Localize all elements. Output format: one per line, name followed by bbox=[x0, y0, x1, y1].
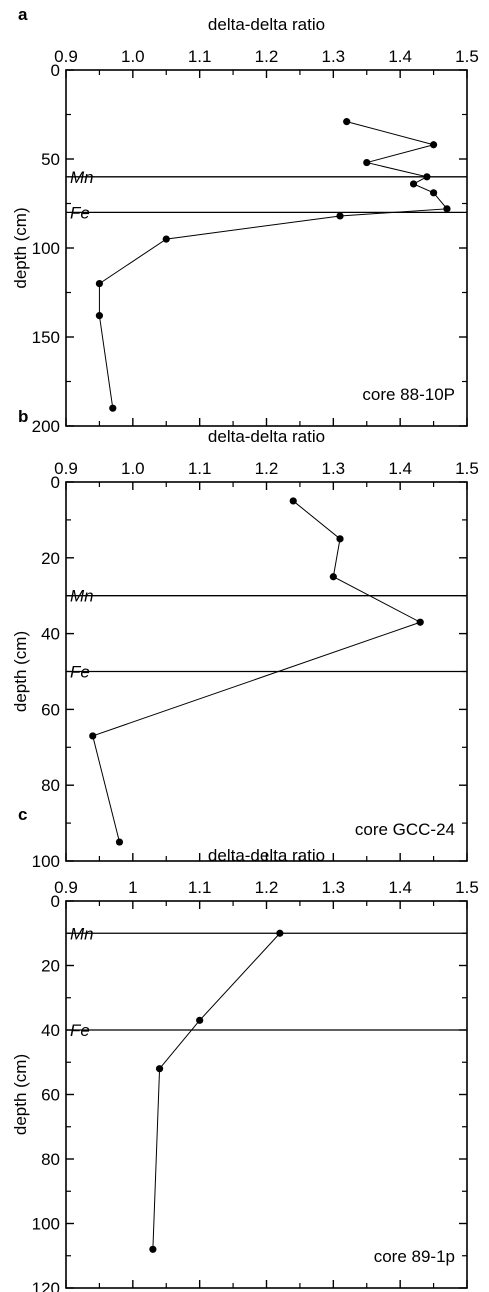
plot-frame bbox=[65, 69, 468, 427]
x-tick-label: 1.3 bbox=[322, 459, 346, 478]
y-tick-label: 100 bbox=[32, 1215, 60, 1234]
x-tick-label: 1.0 bbox=[121, 47, 145, 66]
x-tick-label: 1.0 bbox=[121, 459, 145, 478]
x-tick-label: 1.1 bbox=[188, 878, 212, 897]
x-tick-label: 1.3 bbox=[322, 47, 346, 66]
y-tick-label: 20 bbox=[41, 549, 60, 568]
core-annotation: core 88-10P bbox=[362, 385, 455, 404]
x-tick-label: 1 bbox=[128, 878, 137, 897]
data-point bbox=[276, 929, 284, 937]
chart-panel-c: c delta-delta ratio depth (cm) 0.9 1 1.1 1.2 1.… bbox=[11, 805, 479, 1292]
y-tick-label: 200 bbox=[32, 417, 60, 436]
series-line bbox=[98, 121, 448, 409]
reference-line-label: Fe bbox=[70, 203, 90, 222]
y-tick-label: 60 bbox=[41, 1086, 60, 1105]
y-tick-label: 0 bbox=[51, 61, 60, 80]
data-point bbox=[343, 118, 351, 126]
data-point bbox=[363, 158, 371, 167]
data-point bbox=[423, 173, 431, 181]
y-tick-label: 100 bbox=[32, 852, 60, 871]
x-tick-label: 1.3 bbox=[322, 878, 346, 897]
y-tick-label: 40 bbox=[41, 625, 60, 644]
data-point bbox=[443, 205, 451, 213]
y-tick-label: 20 bbox=[41, 957, 60, 976]
data-point bbox=[162, 235, 170, 243]
plot-frame bbox=[65, 900, 468, 1289]
x-axis-title: delta-delta ratio bbox=[208, 427, 325, 446]
x-tick-label: 0.9 bbox=[54, 459, 78, 478]
x-tick-label: 1.5 bbox=[455, 459, 479, 478]
chart-panel-b: b delta-delta ratio depth (cm) 0.9 1.0 1.1 1.2… bbox=[11, 407, 479, 871]
data-point bbox=[289, 497, 297, 505]
y-tick-label: 60 bbox=[41, 700, 60, 719]
data-point bbox=[409, 180, 418, 188]
series-line bbox=[152, 932, 281, 1250]
y-tick-label: 80 bbox=[41, 776, 60, 795]
data-point bbox=[95, 312, 104, 320]
core-annotation: core GCC-24 bbox=[355, 820, 455, 839]
x-tick-label: 1.5 bbox=[455, 878, 479, 897]
x-tick-label: 1.5 bbox=[455, 47, 479, 66]
x-tick-label: 1.2 bbox=[255, 47, 279, 66]
data-point bbox=[416, 618, 424, 626]
data-point bbox=[196, 1016, 204, 1024]
data-point bbox=[95, 280, 104, 288]
x-tick-label: 1.4 bbox=[388, 459, 412, 478]
panel-label: b bbox=[18, 407, 28, 426]
chart-panel-a: a delta-delta ratio depth (cm) 0.9 1.0 1.1 1.2… bbox=[11, 5, 479, 436]
x-tick-label: 1.2 bbox=[255, 878, 279, 897]
y-tick-label: 80 bbox=[41, 1150, 60, 1169]
reference-line-label: Mn bbox=[70, 168, 94, 187]
data-point bbox=[89, 732, 97, 740]
data-point bbox=[115, 838, 124, 846]
y-tick-label: 100 bbox=[32, 239, 60, 258]
y-tick-label: 0 bbox=[51, 892, 60, 911]
y-tick-label: 150 bbox=[32, 328, 60, 347]
data-point bbox=[336, 535, 344, 543]
x-tick-label: 1.4 bbox=[388, 878, 412, 897]
y-tick-label: 40 bbox=[41, 1021, 60, 1040]
y-axis-title: depth (cm) bbox=[11, 207, 30, 288]
data-point bbox=[336, 212, 344, 220]
series-line bbox=[92, 500, 422, 843]
data-point bbox=[429, 189, 438, 197]
x-tick-label: 1.1 bbox=[188, 459, 212, 478]
data-point bbox=[329, 573, 337, 581]
x-tick-label: 1.4 bbox=[388, 47, 412, 66]
x-tick-label: 0.9 bbox=[54, 47, 78, 66]
x-axis-title: delta-delta ratio bbox=[208, 15, 325, 34]
panel-label: c bbox=[18, 805, 27, 824]
data-point bbox=[155, 1065, 164, 1073]
y-axis-title: depth (cm) bbox=[11, 631, 30, 712]
x-tick-label: 1.1 bbox=[188, 47, 212, 66]
data-point bbox=[149, 1245, 157, 1253]
y-tick-label: 120 bbox=[32, 1279, 60, 1292]
reference-line-label: Mn bbox=[70, 924, 94, 943]
panel-label: a bbox=[18, 5, 28, 24]
data-point bbox=[429, 141, 438, 149]
x-axis-title: delta-delta ratio bbox=[208, 846, 325, 865]
x-tick-label: 0.9 bbox=[54, 878, 78, 897]
x-tick-label: 1.2 bbox=[255, 459, 279, 478]
data-point bbox=[109, 404, 117, 412]
reference-line-label: Fe bbox=[70, 663, 90, 682]
y-axis-title: depth (cm) bbox=[11, 1054, 30, 1135]
y-tick-label: 50 bbox=[41, 150, 60, 169]
reference-line-label: Fe bbox=[70, 1021, 90, 1040]
reference-line-label: Mn bbox=[70, 587, 94, 606]
core-annotation: core 89-1p bbox=[374, 1247, 455, 1266]
y-tick-label: 0 bbox=[51, 473, 60, 492]
